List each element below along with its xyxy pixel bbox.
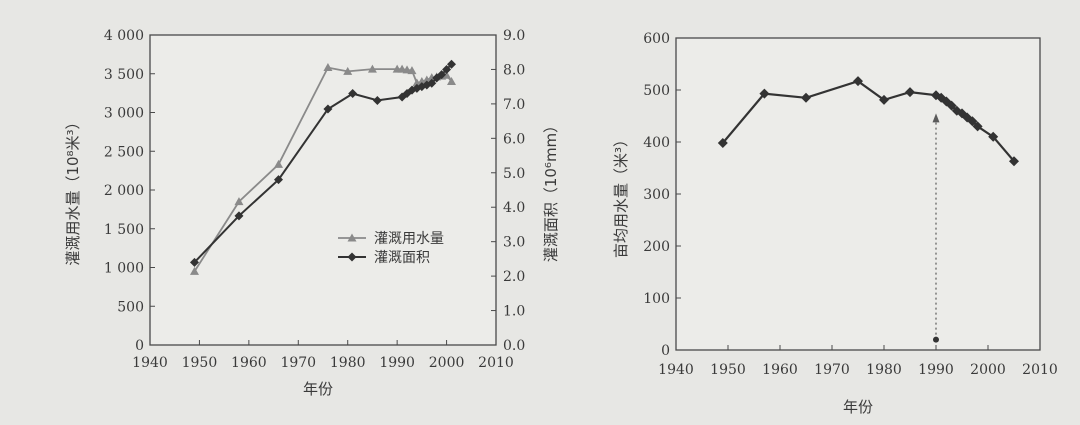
data-point-per-mu: [972, 121, 983, 132]
data-point-per-mu: [946, 100, 957, 111]
y-tick-label-left: 2 000: [104, 183, 144, 199]
x-axis-label-right: 年份: [843, 398, 873, 416]
y2-tick-label: 9.0: [503, 28, 525, 44]
x-tick-label-left: 1980: [330, 355, 366, 371]
y-axis-label-right: 亩均用水量（米³）: [612, 132, 630, 258]
plot-area-left: [149, 34, 497, 346]
y-tick-label-left: 4 000: [104, 28, 144, 44]
y-tick-label-right: 600: [643, 31, 670, 47]
annotation-arrow-head: [932, 113, 940, 123]
data-point-per-mu: [905, 87, 915, 98]
y-tick-label-right: 300: [643, 187, 670, 203]
data-point-area: [234, 211, 244, 221]
x-axis-right: 1940 1950 1960 1970 1980 1990 2000 2010: [658, 345, 1058, 378]
y2-tick-label: 6.0: [503, 131, 525, 147]
legend-label-water: 灌溉用水量: [374, 231, 444, 247]
y-tick-label-left: 500: [117, 299, 144, 315]
data-point-area: [437, 70, 447, 80]
y-tick-label-left: 3 000: [104, 106, 144, 122]
data-point-per-mu: [879, 94, 889, 105]
chart-per-mu: 0 100 200 300 400 500 600 1940 1950 1960 1970 1980…: [612, 31, 1058, 416]
left-y-axis: 0 500 1 000 1 500 2 000 2 500 3 000 3 500 4 000: [104, 28, 155, 354]
data-point-area: [348, 89, 358, 99]
x-axis-label-left: 年份: [303, 380, 333, 398]
x-tick-label-right: 2000: [970, 362, 1006, 378]
data-point-per-mu: [988, 131, 999, 142]
y2-tick-label: 8.0: [503, 62, 525, 78]
data-point-per-mu: [717, 138, 728, 149]
data-point-per-mu: [967, 116, 978, 127]
data-point-area: [427, 78, 437, 88]
data-point-water: [367, 64, 377, 73]
y-tick-label-left: 3 500: [104, 67, 144, 83]
series-left: [189, 59, 457, 275]
data-point-water: [407, 66, 417, 75]
data-point-water: [343, 66, 353, 75]
data-point-area: [189, 257, 199, 267]
y-axis-right: 0 100 200 300 400 500 600: [643, 31, 681, 359]
y2-tick-label: 0.0: [503, 338, 525, 354]
y-tick-label-right: 400: [643, 135, 670, 151]
data-point-area: [372, 95, 382, 105]
y-tick-label-left: 1 000: [104, 261, 144, 277]
x-tick-label-left: 1990: [379, 355, 415, 371]
x-axis-left: 1940 1950 1960 1970 1980 1990 2000 2010: [132, 340, 514, 371]
legend: 灌溉用水量 灌溉面积: [338, 231, 444, 266]
x-tick-label-right: 1980: [866, 362, 902, 378]
y-tick-label-right: 200: [643, 239, 670, 255]
x-tick-label-right: 1950: [710, 362, 746, 378]
y2-tick-label: 7.0: [503, 97, 525, 113]
data-point-per-mu: [759, 88, 770, 99]
data-point-water: [189, 266, 199, 275]
y-tick-label-right: 500: [643, 83, 670, 99]
data-point-water: [234, 197, 244, 206]
y2-tick-label: 2.0: [503, 269, 525, 285]
x-tick-label-right: 1960: [762, 362, 798, 378]
data-point-water: [447, 77, 457, 85]
data-point-area: [274, 175, 284, 185]
data-point-water: [323, 63, 333, 72]
data-point-per-mu: [853, 76, 863, 87]
data-point-water: [274, 159, 284, 168]
x-tick-label-right: 1970: [814, 362, 850, 378]
legend-label-area: 灌溉面积: [374, 250, 430, 266]
data-point-per-mu: [801, 92, 811, 103]
data-point-water: [442, 70, 452, 79]
y2-axis-label: 灌溉面积（10⁶mm）: [542, 118, 560, 262]
annotation-base-point: [933, 336, 939, 343]
legend-marker-area: [347, 252, 357, 262]
y-tick-label-right: 0: [661, 343, 670, 359]
data-point-area: [323, 104, 333, 114]
x-tick-label-left: 1960: [231, 355, 267, 371]
data-point-per-mu: [1009, 156, 1019, 167]
x-tick-label-left: 1940: [132, 355, 168, 371]
y-tick-label-left: 1 500: [104, 222, 144, 238]
y2-tick-label: 5.0: [503, 166, 525, 182]
y-tick-label-left: 0: [135, 338, 144, 354]
x-tick-label-left: 2010: [478, 355, 514, 371]
y-axis-label-left: 灌溉用水量（10⁸米³）: [64, 114, 82, 265]
x-tick-label-right: 2010: [1022, 362, 1058, 378]
y2-tick-label: 3.0: [503, 235, 525, 251]
x-tick-label-left: 1970: [280, 355, 316, 371]
legend-marker-water: [347, 233, 357, 242]
x-tick-label-right: 1990: [918, 362, 954, 378]
x-tick-label-left: 1950: [182, 355, 218, 371]
right-y-axis: 0.0 1.0 2.0 3.0 4.0 5.0 6.0 7.0 8.0 9.0: [491, 28, 525, 354]
y-tick-label-right: 100: [643, 291, 670, 307]
series-right: [717, 76, 1019, 167]
data-point-area: [447, 59, 457, 69]
plot-area-right: [675, 37, 1041, 351]
x-tick-label-right: 1940: [658, 362, 694, 378]
y2-tick-label: 1.0: [503, 304, 525, 320]
x-tick-label-left: 2000: [429, 355, 465, 371]
data-point-area: [442, 64, 452, 74]
y2-tick-label: 4.0: [503, 200, 525, 216]
y-tick-label-left: 2 500: [104, 144, 144, 160]
